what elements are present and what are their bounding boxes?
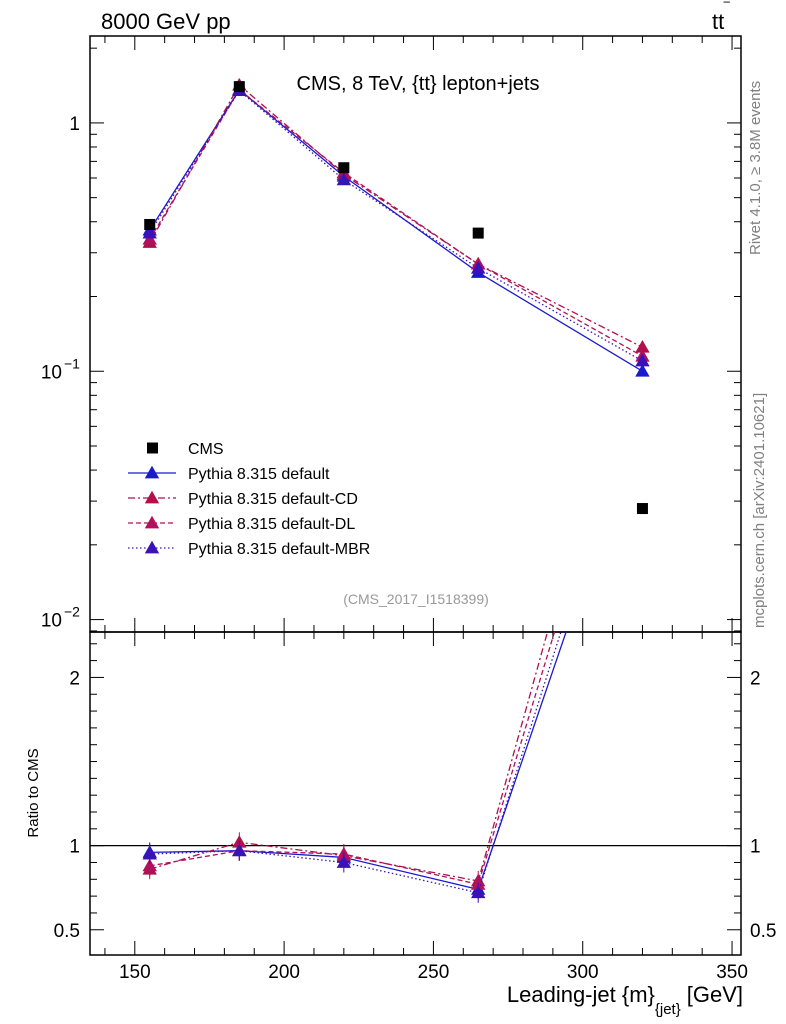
legend-marker-0 bbox=[144, 465, 160, 479]
series-marker-1 bbox=[635, 339, 650, 353]
ratio-y-tick-label: 0.5 bbox=[54, 921, 80, 942]
rivet-version-label: Rivet 4.1.0, ≥ 3.8M events bbox=[747, 81, 764, 255]
series-marker-0 bbox=[635, 364, 650, 377]
x-axis-label-unit: [GeV] bbox=[687, 982, 743, 1007]
legend-label-0: Pythia 8.315 default bbox=[188, 466, 330, 483]
x-tick-label: 250 bbox=[418, 962, 450, 983]
legend-marker-1 bbox=[144, 490, 160, 504]
legend-marker-3 bbox=[144, 540, 160, 554]
main-y-tick-exponent: −1 bbox=[64, 355, 80, 371]
header-process-label: tt bbox=[712, 9, 724, 34]
ratio-y-axis-ticks: 2 2 1 1 0.5 0.5 bbox=[54, 643, 776, 942]
mcplots-label: mcplots.cern.ch [arXiv:2401.10621] bbox=[751, 393, 768, 628]
ratio-marker-2 bbox=[142, 858, 157, 872]
main-y-tick-exponent: −2 bbox=[64, 604, 80, 620]
cms-data-point bbox=[338, 162, 350, 174]
x-axis-label: Leading-jet {m}{jet} [GeV] bbox=[507, 982, 743, 1018]
legend-label-3: Pythia 8.315 default-MBR bbox=[188, 541, 370, 558]
ratio-marker-3 bbox=[232, 843, 247, 857]
ratio-y-tick-label-right: 0.5 bbox=[750, 921, 776, 942]
series-line-0 bbox=[149, 88, 643, 372]
ratio-y-tick-label: 1 bbox=[69, 837, 80, 858]
series-line-2 bbox=[149, 88, 643, 357]
series-line-1 bbox=[149, 84, 643, 348]
ratio-line-1 bbox=[149, 632, 549, 882]
ratio-line-3 bbox=[149, 632, 562, 894]
header-beam-label: 8000 GeV pp bbox=[101, 9, 231, 34]
cms-data-point bbox=[144, 218, 156, 230]
main-y-tick-label: 10 bbox=[41, 362, 62, 383]
cms-data-point bbox=[233, 81, 245, 93]
cms-data-point bbox=[636, 503, 648, 515]
main-series bbox=[142, 77, 650, 377]
ratio-marker-3 bbox=[471, 885, 486, 899]
x-axis-ticks: 150 200 250 300 350 bbox=[104, 36, 748, 983]
ratio-marker-3 bbox=[142, 846, 157, 860]
series-marker-3 bbox=[471, 260, 486, 274]
ratio-marker-3 bbox=[336, 855, 352, 868]
header-process-bar: ‾ bbox=[723, 1, 730, 18]
analysis-id: (CMS_2017_I1518399) bbox=[343, 591, 489, 607]
ratio-series bbox=[142, 632, 567, 903]
series-marker-3 bbox=[336, 172, 352, 186]
ratio-y-axis-label: Ratio to CMS bbox=[25, 748, 42, 837]
legend: CMS Pythia 8.315 default Pythia 8.315 defa… bbox=[128, 441, 370, 558]
legend-label-1: Pythia 8.315 default-CD bbox=[188, 491, 358, 508]
legend-label-2: Pythia 8.315 default-DL bbox=[188, 516, 355, 533]
main-y-axis-ticks: 10110−110−2 bbox=[41, 47, 741, 632]
main-y-tick-label: 1 bbox=[69, 114, 80, 135]
x-axis-label-main: Leading-jet {m} bbox=[507, 982, 655, 1007]
ratio-line-2 bbox=[149, 632, 556, 886]
series-marker-3 bbox=[142, 225, 157, 239]
series-line-3 bbox=[149, 89, 643, 362]
legend-marker-2 bbox=[144, 515, 160, 529]
x-tick-label: 300 bbox=[567, 962, 599, 983]
cms-data-points bbox=[144, 81, 648, 515]
x-axis-label-sub: {jet} bbox=[655, 1001, 681, 1018]
main-y-tick-label: 10 bbox=[41, 611, 62, 632]
plot-title: CMS, 8 TeV, {tt} lepton+jets bbox=[297, 73, 540, 95]
legend-cms-marker bbox=[147, 442, 158, 454]
x-tick-label: 350 bbox=[716, 962, 748, 983]
cms-data-point bbox=[472, 227, 484, 239]
legend-cms-label: CMS bbox=[188, 441, 224, 458]
ratio-y-tick-label-right: 1 bbox=[750, 837, 761, 858]
x-tick-label: 200 bbox=[268, 962, 300, 983]
ratio-y-tick-label: 2 bbox=[69, 668, 80, 689]
x-tick-label: 150 bbox=[119, 962, 151, 983]
ratio-y-tick-label-right: 2 bbox=[750, 668, 761, 689]
ratio-plot-frame bbox=[89, 631, 742, 956]
series-marker-3 bbox=[635, 353, 650, 367]
